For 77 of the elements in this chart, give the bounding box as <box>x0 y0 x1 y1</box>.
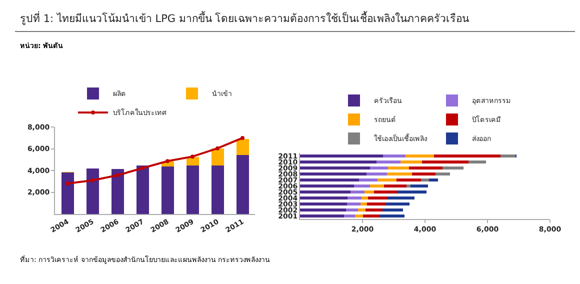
bar <box>374 190 397 194</box>
bar <box>300 202 347 206</box>
bar <box>376 160 400 164</box>
bar <box>366 172 388 176</box>
bar <box>236 138 249 156</box>
bar <box>412 172 436 176</box>
bar <box>300 190 350 194</box>
bar <box>429 178 438 182</box>
bar <box>400 160 422 164</box>
bar <box>350 190 364 194</box>
bar <box>186 165 199 214</box>
bar <box>386 196 414 200</box>
point <box>140 166 144 170</box>
bar <box>61 172 74 214</box>
bar <box>436 172 450 176</box>
bar <box>300 196 348 200</box>
bar <box>468 160 486 164</box>
bar <box>378 178 396 182</box>
bar <box>111 169 124 214</box>
bar <box>387 172 412 176</box>
point <box>190 154 194 159</box>
bar <box>500 154 516 158</box>
bar <box>300 172 366 176</box>
chart-title: รูปที่ 1: ไทยมีแนวโน้มนำเข้า LPG มากขึ้น โดยเฉพาะความต้องการใช้เป็นเชื้อเพลิงในภาคครัวเรือน <box>20 10 470 27</box>
bar <box>300 178 359 182</box>
bar <box>406 184 410 188</box>
bar <box>360 202 368 206</box>
bar <box>354 184 370 188</box>
bar <box>186 156 199 166</box>
bar <box>420 178 430 182</box>
bar <box>300 208 346 212</box>
bar <box>367 202 386 206</box>
bar <box>211 148 224 166</box>
bar <box>300 166 370 170</box>
bar <box>386 202 410 206</box>
bar <box>364 190 374 194</box>
point <box>240 136 244 140</box>
bar <box>358 178 378 182</box>
bar <box>384 184 406 188</box>
bar <box>370 184 384 188</box>
bar <box>363 214 380 218</box>
bar <box>406 154 434 158</box>
bar <box>300 184 354 188</box>
bar <box>211 166 224 214</box>
bar <box>86 168 99 214</box>
bar <box>442 166 464 170</box>
point <box>90 178 94 182</box>
bar <box>380 214 404 218</box>
point <box>116 173 120 178</box>
bar <box>361 196 368 200</box>
bar <box>346 208 358 212</box>
bar <box>300 214 344 218</box>
bar <box>422 160 468 164</box>
bar <box>370 166 388 170</box>
bar <box>358 208 366 212</box>
point <box>66 182 70 186</box>
bar <box>346 202 361 206</box>
bar <box>136 166 149 214</box>
bar <box>434 154 500 158</box>
bar <box>236 155 249 214</box>
bar <box>396 190 427 194</box>
bar <box>348 196 362 200</box>
bar <box>383 154 406 158</box>
point <box>216 146 220 150</box>
bar <box>355 214 364 218</box>
bar <box>300 160 377 164</box>
bar <box>396 178 421 182</box>
bar <box>366 208 382 212</box>
bar <box>388 166 410 170</box>
bar <box>410 184 428 188</box>
point <box>166 159 170 164</box>
bar <box>300 154 384 158</box>
bar <box>368 196 387 200</box>
bar <box>344 214 355 218</box>
bar <box>382 208 404 212</box>
bar <box>409 166 442 170</box>
bar <box>161 166 174 214</box>
